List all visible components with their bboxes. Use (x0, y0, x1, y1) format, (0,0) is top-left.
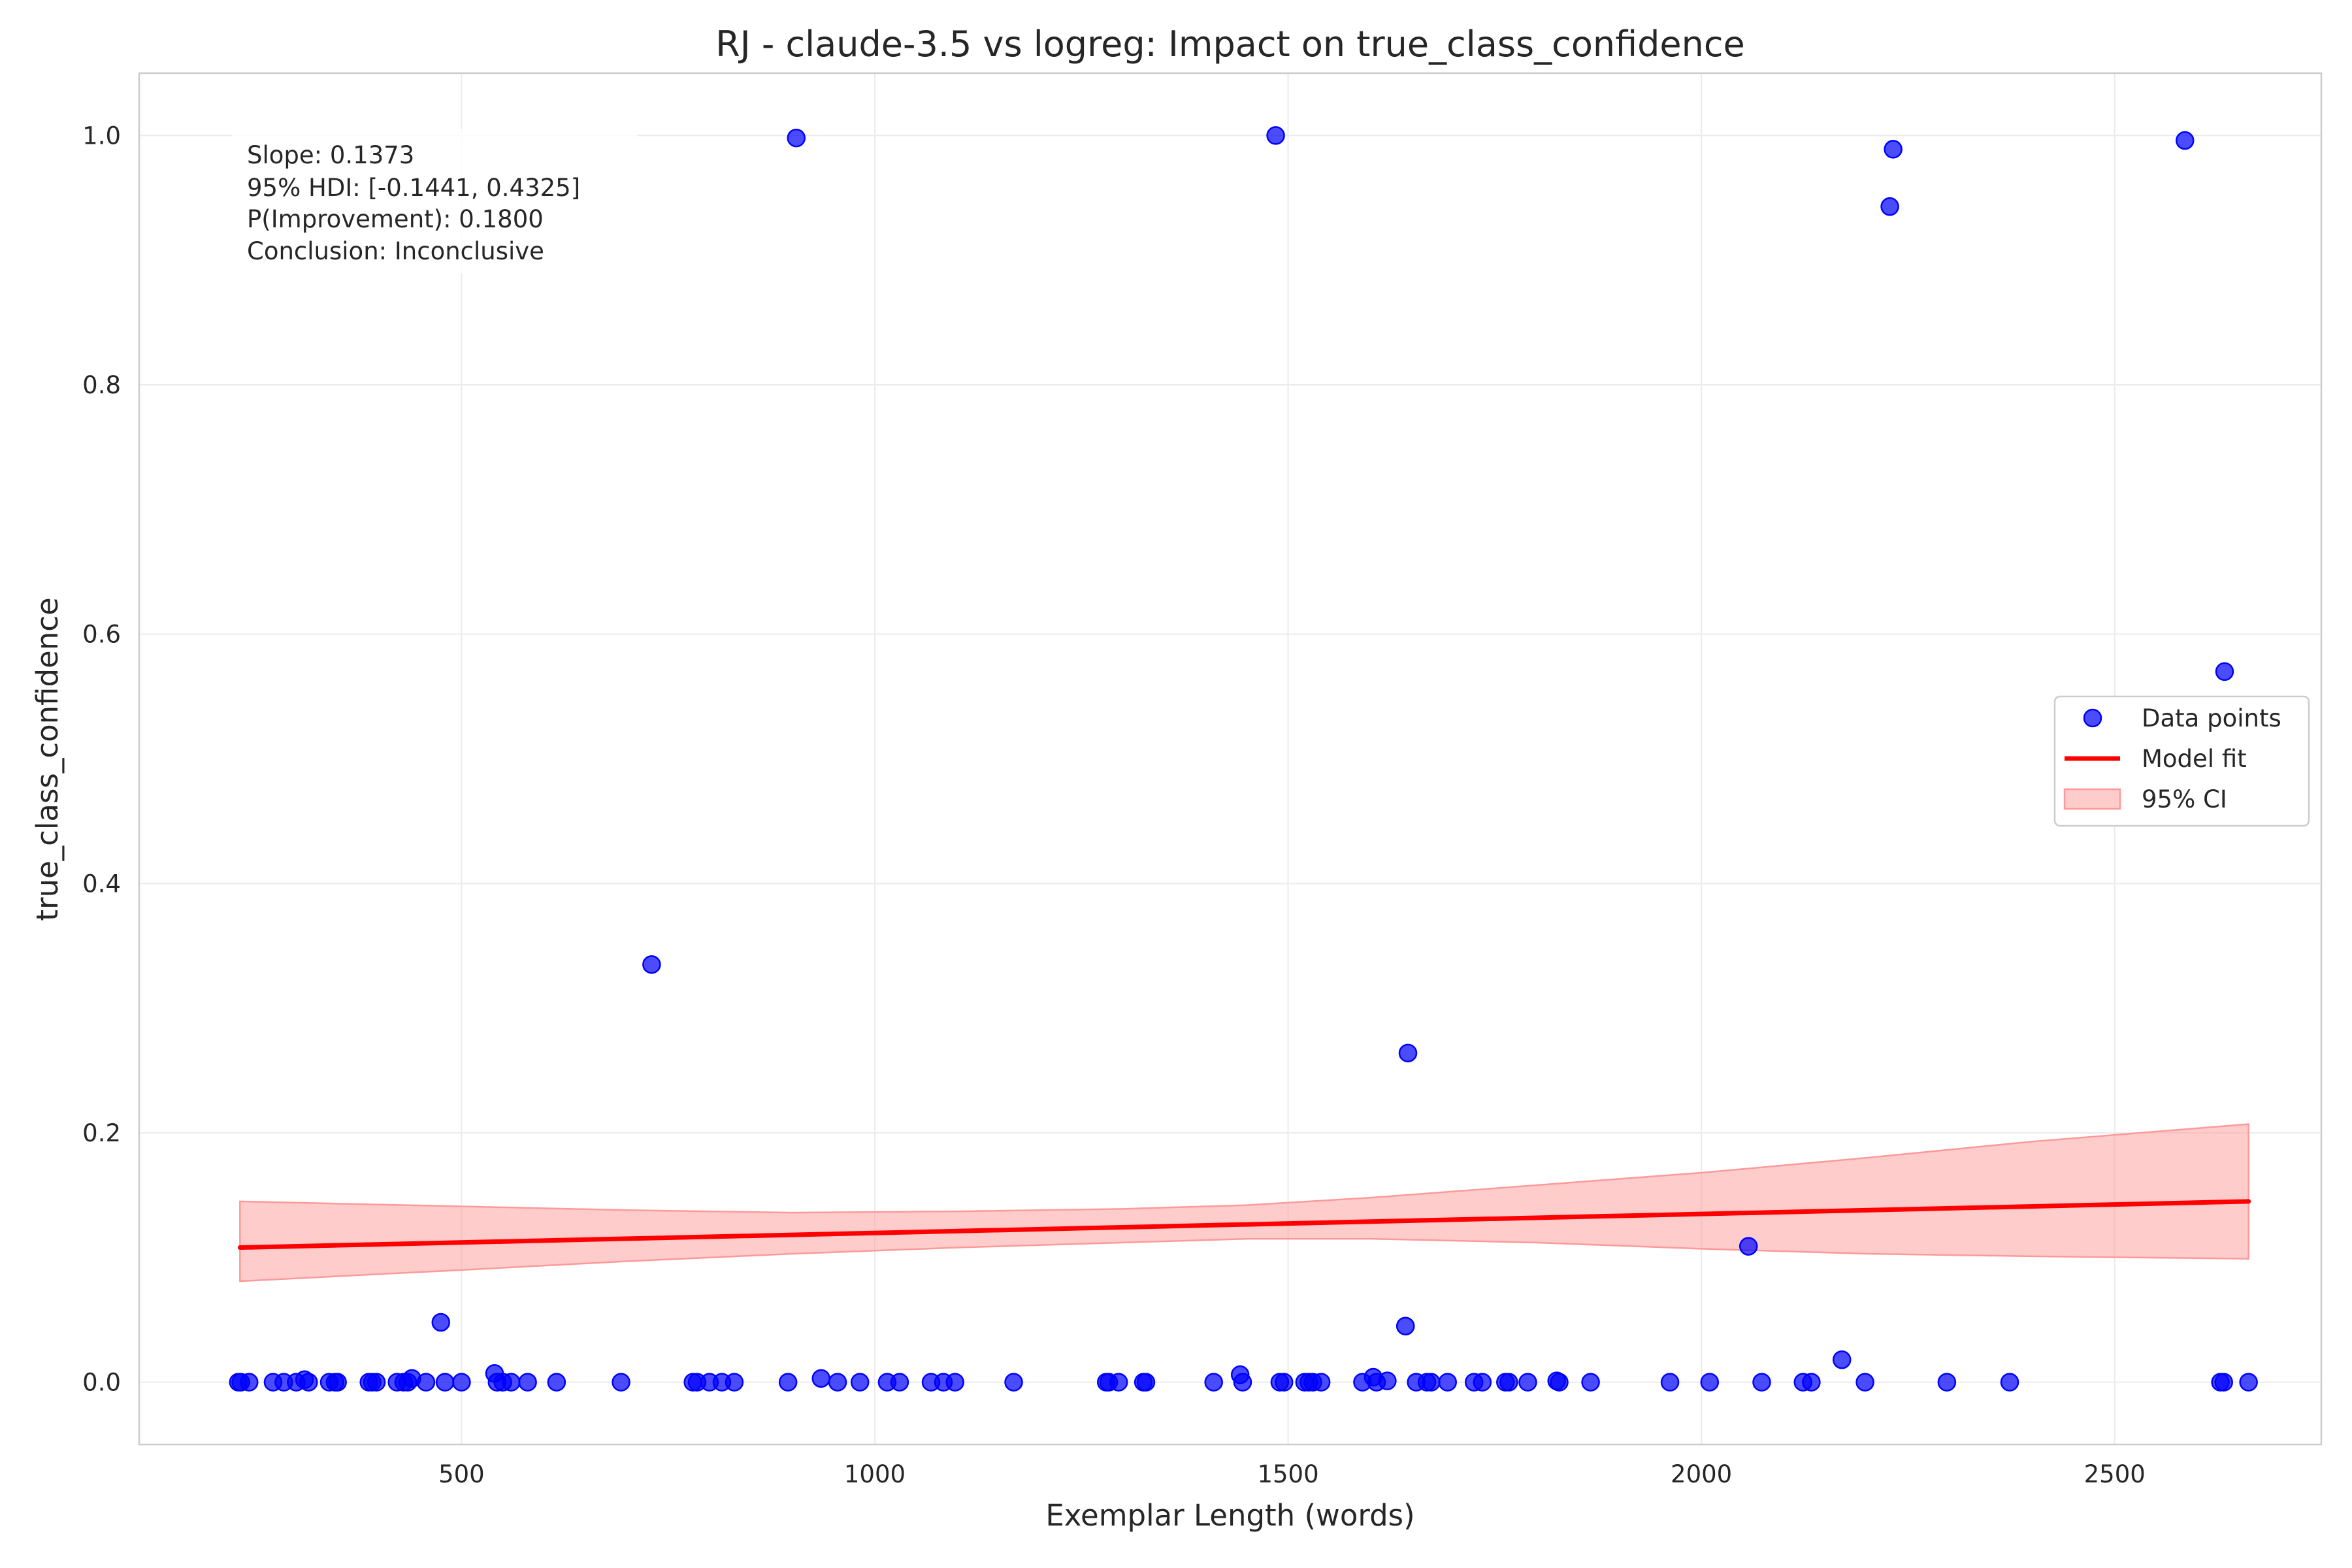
data-point (328, 1373, 347, 1392)
annotation-conclusion: Conclusion: Inconclusive (247, 237, 544, 265)
y-tick-label: 0.6 (82, 621, 121, 649)
data-point (1832, 1350, 1852, 1369)
data-point (416, 1373, 436, 1392)
annotation-background (232, 129, 637, 273)
y-tick-label: 0.8 (82, 371, 121, 399)
data-point (2214, 1373, 2233, 1392)
x-tick-label: 2500 (2084, 1460, 2146, 1488)
data-point (850, 1373, 870, 1392)
x-axis-label: Exemplar Length (words) (1045, 1498, 1414, 1533)
y-tick-label: 1.0 (82, 122, 121, 150)
data-point (1550, 1373, 1569, 1392)
annotation-box: Slope: 0.1373 95% HDI: [-0.1441, 0.4325]… (232, 129, 637, 273)
data-point (2215, 662, 2234, 681)
ci-layer (239, 1123, 2249, 1282)
data-point (2176, 131, 2195, 150)
data-point (642, 955, 661, 974)
tick-layer: 500 1000 1500 2000 2500 0.0 0.2 0.4 0.6 0.8 1.0 (82, 122, 2146, 1488)
data-point (778, 1373, 798, 1392)
y-tick-label: 0.2 (82, 1119, 121, 1147)
data-point (1802, 1373, 1821, 1392)
data-point (431, 1313, 451, 1332)
x-tick-label: 500 (438, 1460, 485, 1488)
legend-label-data-points: Data points (2142, 704, 2281, 732)
data-point (547, 1373, 566, 1392)
data-point (452, 1373, 471, 1392)
annotation-slope: Slope: 0.1373 (247, 141, 414, 169)
data-point (787, 128, 806, 148)
data-point (502, 1373, 521, 1392)
data-point (1499, 1373, 1518, 1392)
x-tick-label: 2000 (1671, 1460, 1732, 1488)
data-point (1855, 1373, 1874, 1392)
data-point (1752, 1373, 1771, 1392)
y-axis-label: true_class_confidence (30, 597, 65, 921)
data-point (1518, 1373, 1537, 1392)
x-tick-label: 1500 (1257, 1460, 1318, 1488)
data-point (1581, 1373, 1600, 1392)
ci-band (239, 1123, 2249, 1282)
data-point (1233, 1373, 1252, 1392)
data-point (1398, 1043, 1418, 1063)
y-tick-label: 0.4 (82, 870, 121, 898)
data-point (1109, 1373, 1128, 1392)
annotation-p-improvement: P(Improvement): 0.1800 (247, 205, 544, 233)
data-point (1660, 1373, 1680, 1392)
data-point (1438, 1373, 1457, 1392)
data-point (811, 1369, 830, 1388)
data-point (612, 1373, 630, 1392)
data-point (725, 1373, 744, 1392)
data-point (1266, 126, 1285, 145)
legend: Data points Model fit 95% CI (2053, 695, 2310, 827)
annotation-hdi: 95% HDI: [-0.1441, 0.4325] (247, 174, 580, 202)
data-point (518, 1373, 537, 1392)
data-point (1422, 1373, 1441, 1392)
data-point (1473, 1373, 1492, 1392)
data-point (1136, 1373, 1156, 1392)
legend-marker-ci (2063, 788, 2121, 810)
data-point (1937, 1373, 1957, 1392)
data-point (435, 1373, 455, 1392)
plot-frame (138, 72, 2323, 1446)
data-point (1204, 1373, 1223, 1392)
data-point (2000, 1373, 2019, 1392)
data-point (2239, 1373, 2258, 1392)
legend-marker-data-points (2083, 708, 2102, 728)
chart-title: RJ - claude-3.5 vs logreg: Impact on tru… (715, 24, 1745, 65)
data-point (1700, 1373, 1720, 1392)
data-point (240, 1373, 259, 1392)
data-point (1004, 1373, 1023, 1392)
x-tick-label: 1000 (844, 1460, 906, 1488)
data-point (1311, 1373, 1331, 1392)
data-point (367, 1373, 386, 1392)
data-point (1396, 1316, 1415, 1335)
legend-label-ci: 95% CI (2142, 785, 2227, 813)
data-point (828, 1373, 847, 1392)
data-point (1884, 140, 1903, 159)
data-point (1378, 1371, 1397, 1390)
data-point (945, 1373, 964, 1392)
data-point (890, 1373, 909, 1392)
data-point (1880, 197, 1899, 216)
data-point (299, 1373, 318, 1392)
points-layer (229, 126, 2258, 1392)
model-fit-line (237, 1199, 2251, 1250)
legend-label-model-fit: Model fit (2142, 745, 2247, 773)
fit-layer (237, 1199, 2251, 1250)
data-point (1739, 1237, 1758, 1256)
y-tick-label: 0.0 (82, 1369, 121, 1397)
data-point (1274, 1373, 1294, 1392)
